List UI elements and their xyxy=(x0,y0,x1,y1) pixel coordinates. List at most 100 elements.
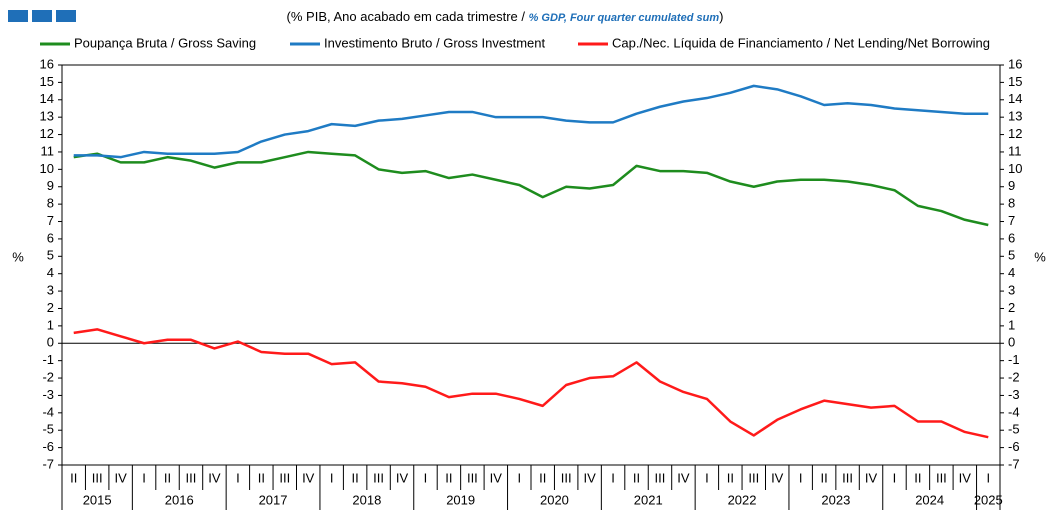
y-tick-label: 12 xyxy=(40,126,54,141)
x-tick-label: I xyxy=(517,470,521,485)
x-tick-label: III xyxy=(561,470,572,485)
x-tick-label: II xyxy=(164,470,171,485)
y2-tick-label: 15 xyxy=(1008,74,1022,89)
x-tick-label: III xyxy=(842,470,853,485)
year-label: 2024 xyxy=(915,492,944,507)
series-line xyxy=(73,150,989,227)
year-label: 2015 xyxy=(83,492,112,507)
x-tick-label: III xyxy=(186,470,197,485)
x-tick-label: II xyxy=(352,470,359,485)
x-tick-label: IV xyxy=(396,470,409,485)
x-tick-label: IV xyxy=(959,470,972,485)
x-tick-label: I xyxy=(986,470,990,485)
x-tick-label: III xyxy=(655,470,666,485)
y-tick-label: 16 xyxy=(40,56,54,71)
x-tick-label: II xyxy=(445,470,452,485)
y-tick-label: 15 xyxy=(40,74,54,89)
year-label: 2018 xyxy=(352,492,381,507)
x-tick-label: II xyxy=(821,470,828,485)
legend-label: Cap./Nec. Líquida de Financiamento / Net… xyxy=(612,35,990,50)
y-tick-label: 1 xyxy=(47,317,54,332)
y2-tick-label: 9 xyxy=(1008,178,1015,193)
x-tick-label: IV xyxy=(865,470,878,485)
x-tick-label: II xyxy=(258,470,265,485)
y2-tick-label: 10 xyxy=(1008,161,1022,176)
y2-tick-label: 4 xyxy=(1008,265,1015,280)
y-tick-label: -6 xyxy=(42,439,54,454)
y-tick-label: -5 xyxy=(42,422,54,437)
x-tick-label: II xyxy=(70,470,77,485)
x-tick-label: I xyxy=(424,470,428,485)
y-tick-label: 9 xyxy=(47,178,54,193)
x-tick-label: IV xyxy=(490,470,503,485)
x-tick-label: IV xyxy=(114,470,127,485)
y2-tick-label: 11 xyxy=(1008,143,1022,158)
logo-block xyxy=(32,10,52,22)
y-tick-label: 13 xyxy=(40,109,54,124)
y-tick-label: 14 xyxy=(40,91,54,106)
y-tick-label: 6 xyxy=(47,230,54,245)
x-tick-label: I xyxy=(330,470,334,485)
y2-tick-label: 13 xyxy=(1008,109,1022,124)
y-tick-label: 7 xyxy=(47,213,54,228)
year-label: 2025 xyxy=(974,492,1003,507)
y2-tick-label: 6 xyxy=(1008,230,1015,245)
x-tick-label: III xyxy=(92,470,103,485)
x-tick-label: I xyxy=(236,470,240,485)
y-tick-label: -1 xyxy=(42,352,54,367)
y2-tick-label: 0 xyxy=(1008,335,1015,350)
logo-block xyxy=(56,10,76,22)
x-tick-label: II xyxy=(539,470,546,485)
logo-block xyxy=(8,10,28,22)
y-tick-label: 0 xyxy=(47,335,54,350)
year-label: 2021 xyxy=(634,492,663,507)
subtitle-en: % GDP, Four quarter cumulated sum xyxy=(529,12,720,24)
chart-subtitle: (% PIB, Ano acabado em cada trimestre / … xyxy=(287,9,724,24)
y-tick-label: 10 xyxy=(40,161,54,176)
y-tick-label: -4 xyxy=(42,404,54,419)
y2-tick-label: -1 xyxy=(1008,352,1020,367)
y2-tick-label: -4 xyxy=(1008,404,1020,419)
x-tick-label: I xyxy=(705,470,709,485)
x-tick-label: III xyxy=(279,470,290,485)
x-tick-label: II xyxy=(727,470,734,485)
y2-tick-label: -3 xyxy=(1008,387,1020,402)
y2-tick-label: 14 xyxy=(1008,91,1022,106)
y-tick-label: 11 xyxy=(41,143,55,158)
series-line xyxy=(73,328,989,439)
x-tick-label: IV xyxy=(771,470,784,485)
y-tick-label: 5 xyxy=(47,248,54,263)
year-label: 2020 xyxy=(540,492,569,507)
y-tick-label: 3 xyxy=(47,283,54,298)
y2-tick-label: 5 xyxy=(1008,248,1015,263)
y2-axis-label: % xyxy=(1034,249,1046,264)
x-tick-label: IV xyxy=(208,470,221,485)
x-tick-label: III xyxy=(373,470,384,485)
y-tick-label: -3 xyxy=(42,387,54,402)
y2-tick-label: 12 xyxy=(1008,126,1022,141)
legend-label: Poupança Bruta / Gross Saving xyxy=(74,35,256,50)
y-tick-label: 4 xyxy=(47,265,54,280)
y2-tick-label: 1 xyxy=(1008,317,1015,332)
y2-tick-label: 3 xyxy=(1008,283,1015,298)
y-tick-label: -7 xyxy=(42,456,54,471)
x-tick-label: IV xyxy=(583,470,596,485)
x-tick-label: I xyxy=(799,470,803,485)
x-tick-label: II xyxy=(914,470,921,485)
y2-tick-label: -6 xyxy=(1008,439,1020,454)
year-label: 2017 xyxy=(259,492,288,507)
x-tick-label: IV xyxy=(302,470,315,485)
subtitle-pt: (% PIB, Ano acabado em cada trimestre / xyxy=(287,9,529,24)
x-tick-label: I xyxy=(142,470,146,485)
year-label: 2022 xyxy=(728,492,757,507)
y-axis-label: % xyxy=(12,249,24,264)
series-line xyxy=(73,84,989,159)
year-label: 2023 xyxy=(821,492,850,507)
year-label: 2019 xyxy=(446,492,475,507)
x-tick-label: III xyxy=(467,470,478,485)
y2-tick-label: -5 xyxy=(1008,422,1020,437)
x-tick-label: I xyxy=(893,470,897,485)
y-tick-label: -2 xyxy=(42,369,54,384)
x-tick-label: IV xyxy=(677,470,690,485)
